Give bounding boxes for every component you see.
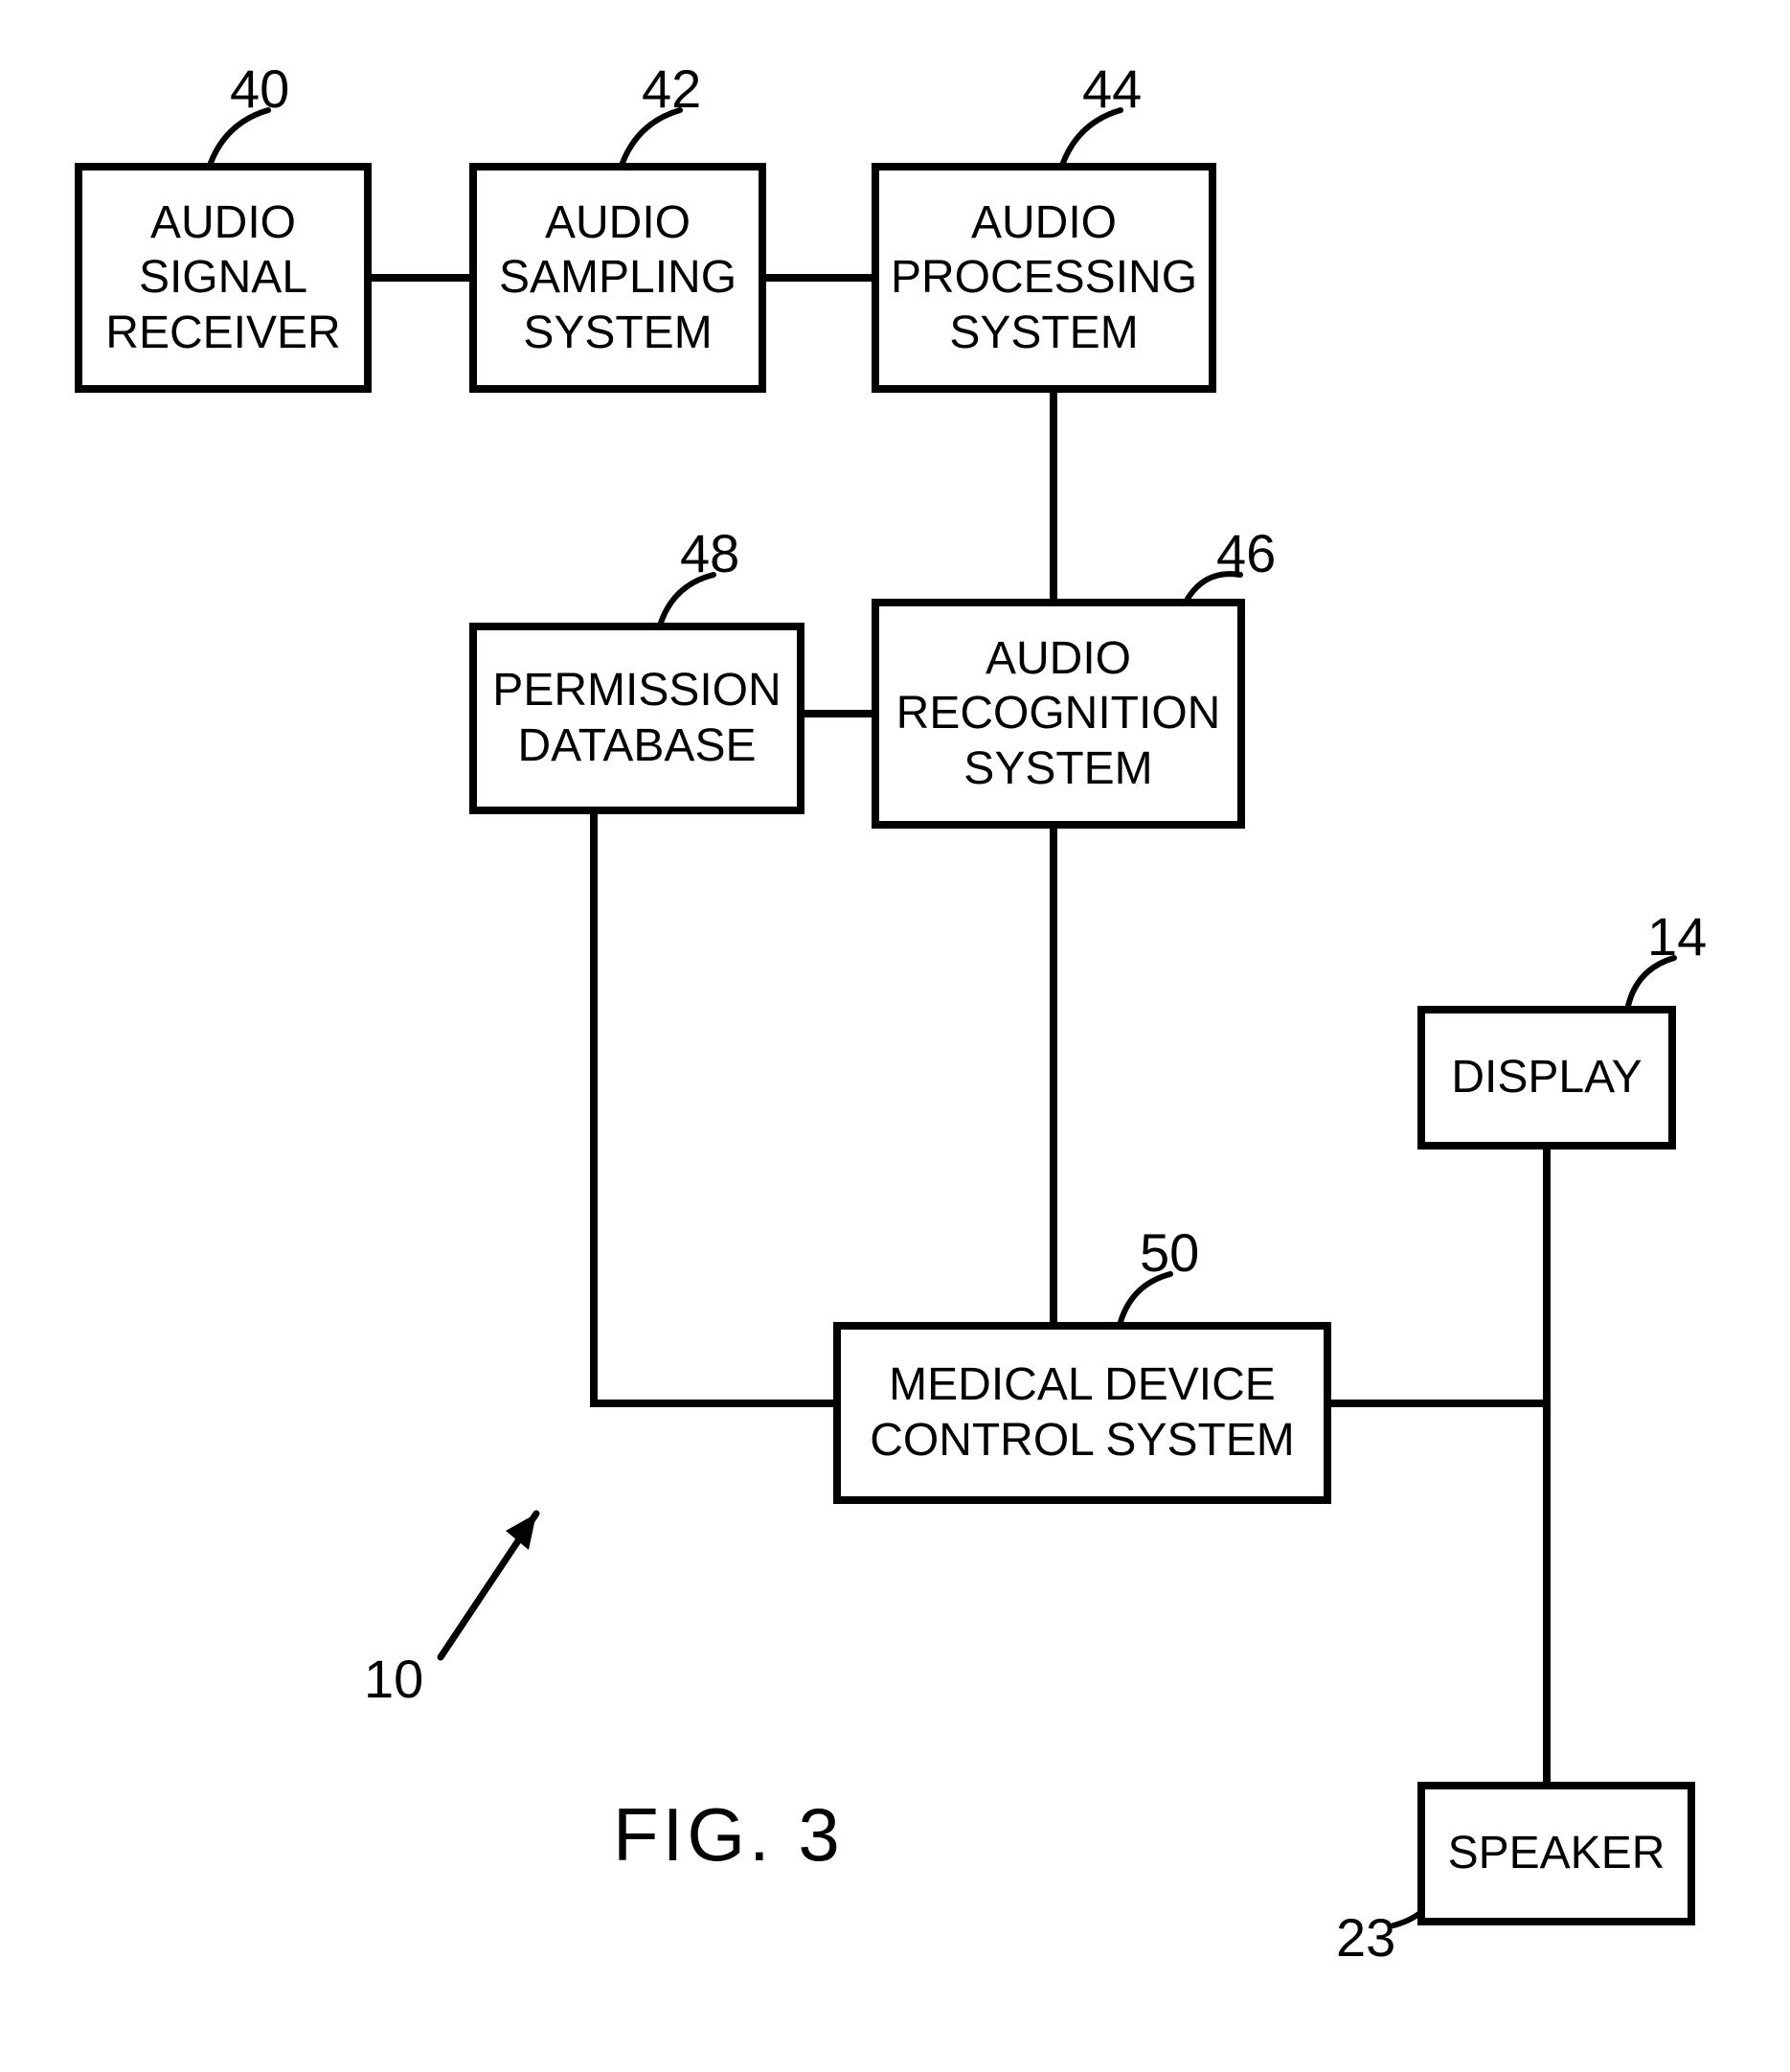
display-ref: 14 (1647, 905, 1707, 968)
audio-processing-system-label: AUDIO PROCESSING SYSTEM (891, 195, 1197, 361)
medical-device-control-system-box: MEDICAL DEVICE CONTROL SYSTEM (833, 1322, 1331, 1504)
audio-processing-system-ref: 44 (1082, 57, 1142, 120)
figure-caption: FIG. 3 (613, 1791, 844, 1878)
diagram-canvas: AUDIO SIGNAL RECEIVER 40 AUDIO SAMPLING … (0, 0, 1790, 2072)
audio-signal-receiver-box: AUDIO SIGNAL RECEIVER (75, 163, 372, 393)
audio-processing-system-box: AUDIO PROCESSING SYSTEM (872, 163, 1216, 393)
display-label: DISPLAY (1451, 1050, 1642, 1105)
permission-database-ref: 48 (680, 522, 739, 584)
audio-sampling-system-ref: 42 (642, 57, 701, 120)
audio-recognition-system-label: AUDIO RECOGNITION SYSTEM (896, 631, 1221, 797)
display-box: DISPLAY (1417, 1006, 1676, 1150)
audio-sampling-system-box: AUDIO SAMPLING SYSTEM (469, 163, 766, 393)
speaker-ref: 23 (1336, 1906, 1395, 1969)
overall-system-ref: 10 (364, 1648, 423, 1710)
permission-database-box: PERMISSION DATABASE (469, 623, 804, 814)
audio-signal-receiver-ref: 40 (230, 57, 289, 120)
audio-recognition-system-box: AUDIO RECOGNITION SYSTEM (872, 599, 1245, 829)
audio-sampling-system-label: AUDIO SAMPLING SYSTEM (499, 195, 736, 361)
audio-signal-receiver-label: AUDIO SIGNAL RECEIVER (105, 195, 340, 361)
medical-device-control-system-label: MEDICAL DEVICE CONTROL SYSTEM (870, 1357, 1295, 1468)
audio-recognition-system-ref: 46 (1216, 522, 1276, 584)
permission-database-label: PERMISSION DATABASE (492, 663, 781, 773)
speaker-label: SPEAKER (1448, 1826, 1665, 1881)
speaker-box: SPEAKER (1417, 1782, 1695, 1925)
medical-device-control-system-ref: 50 (1140, 1221, 1199, 1284)
